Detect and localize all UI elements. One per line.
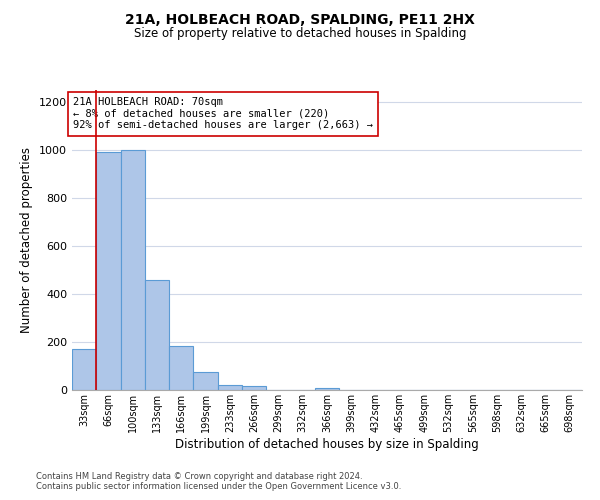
Text: 21A HOLBEACH ROAD: 70sqm
← 8% of detached houses are smaller (220)
92% of semi-d: 21A HOLBEACH ROAD: 70sqm ← 8% of detache… [73, 97, 373, 130]
Bar [315, 388, 339, 390]
Text: 21A, HOLBEACH ROAD, SPALDING, PE11 2HX: 21A, HOLBEACH ROAD, SPALDING, PE11 2HX [125, 12, 475, 26]
X-axis label: Distribution of detached houses by size in Spalding: Distribution of detached houses by size … [175, 438, 479, 450]
Bar [242, 386, 266, 390]
Bar [218, 384, 242, 390]
Bar [72, 349, 96, 390]
Text: Contains public sector information licensed under the Open Government Licence v3: Contains public sector information licen… [36, 482, 401, 491]
Bar [121, 150, 145, 390]
Bar [96, 152, 121, 390]
Text: Contains HM Land Registry data © Crown copyright and database right 2024.: Contains HM Land Registry data © Crown c… [36, 472, 362, 481]
Bar [193, 372, 218, 390]
Text: Size of property relative to detached houses in Spalding: Size of property relative to detached ho… [134, 28, 466, 40]
Bar [169, 346, 193, 390]
Y-axis label: Number of detached properties: Number of detached properties [20, 147, 34, 333]
Bar [145, 280, 169, 390]
